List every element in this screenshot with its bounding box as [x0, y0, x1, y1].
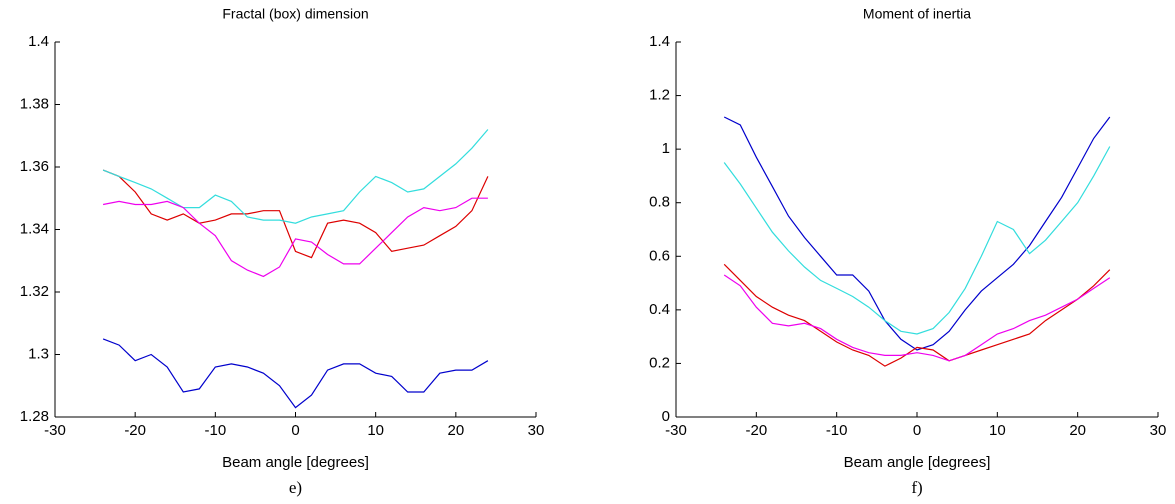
series-line — [723, 263, 1111, 367]
x-tick-label: 0 — [913, 422, 921, 439]
y-tick-label: 0.2 — [649, 354, 670, 371]
series-line — [102, 169, 489, 259]
series-line — [723, 116, 1111, 351]
caption: f) — [911, 478, 922, 497]
y-tick-label: 0.6 — [649, 247, 670, 264]
x-tick-label: 30 — [1150, 422, 1167, 439]
y-tick-label: 0.4 — [649, 301, 670, 318]
y-tick-label: 1.4 — [649, 33, 670, 50]
y-tick-label: 1.34 — [20, 220, 49, 237]
chart-title: Fractal (box) dimension — [222, 6, 368, 22]
x-axis-label: Beam angle [degrees] — [222, 454, 369, 471]
x-tick-label: 10 — [989, 422, 1006, 439]
series-line — [102, 338, 489, 409]
caption: e) — [289, 478, 302, 497]
x-tick-label: -20 — [124, 422, 146, 439]
y-tick-label: 0.8 — [649, 194, 670, 211]
chart-title: Moment of inertia — [863, 6, 971, 22]
x-tick-label: 30 — [528, 422, 545, 439]
x-tick-label: 0 — [291, 422, 299, 439]
x-axis-label: Beam angle [degrees] — [844, 454, 991, 471]
x-tick-label: 20 — [1069, 422, 1086, 439]
y-tick-label: 1.2 — [649, 87, 670, 104]
x-tick-label: 10 — [367, 422, 384, 439]
y-tick-label: 1.36 — [20, 158, 49, 175]
x-tick-label: -10 — [204, 422, 226, 439]
x-tick-label: -10 — [826, 422, 848, 439]
x-tick-label: -30 — [665, 422, 687, 439]
x-tick-label: -30 — [44, 422, 66, 439]
y-tick-label: 1.32 — [20, 283, 49, 300]
series-line — [102, 197, 488, 278]
y-tick-label: 1.4 — [28, 33, 49, 50]
series-line — [102, 129, 489, 224]
y-tick-label: 1 — [662, 140, 670, 157]
y-tick-label: 0 — [662, 408, 670, 425]
y-tick-label: 1.28 — [20, 408, 49, 425]
y-tick-label: 1.38 — [20, 95, 49, 112]
y-tick-label: 1.3 — [28, 345, 49, 362]
x-tick-label: 20 — [447, 422, 464, 439]
series-line — [723, 146, 1111, 335]
series-line — [723, 274, 1111, 362]
x-tick-label: -20 — [745, 422, 767, 439]
